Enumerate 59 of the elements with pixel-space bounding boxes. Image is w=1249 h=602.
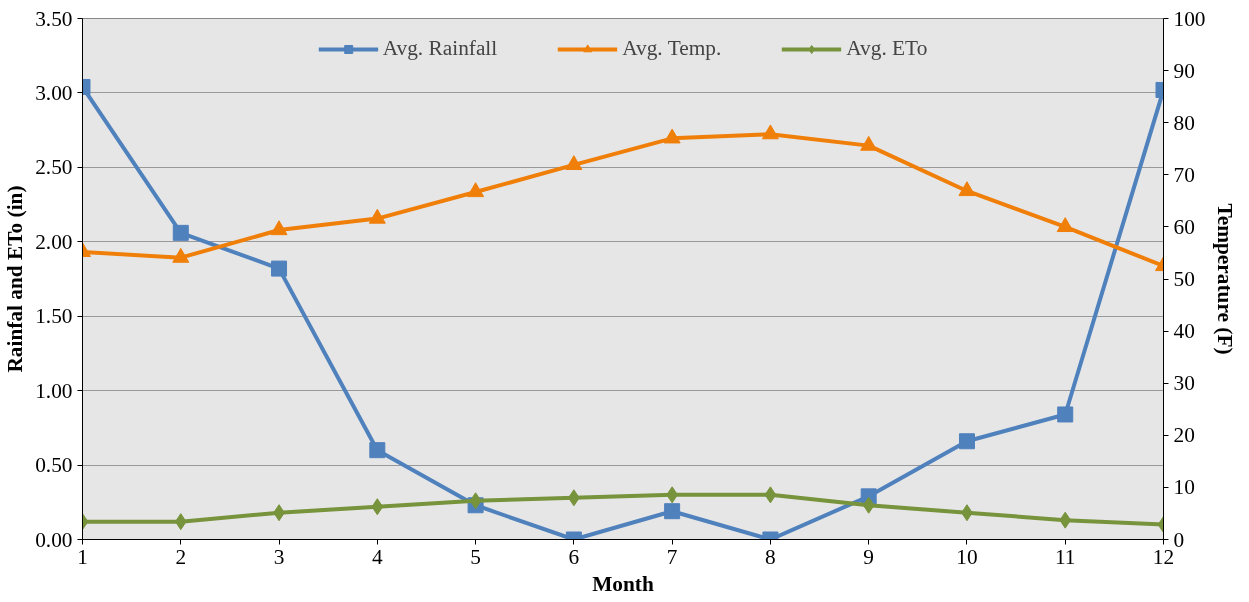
point [369, 442, 386, 459]
point [172, 224, 189, 241]
point [172, 247, 190, 263]
y2-tick-label: 30 [1173, 371, 1195, 396]
legend-label: Avg. Temp. [622, 36, 722, 61]
y2-tick-label: 40 [1173, 319, 1195, 344]
point [1059, 511, 1072, 529]
x-tick-label: 6 [568, 544, 580, 569]
x-tick-label: 5 [470, 544, 481, 569]
point [271, 260, 288, 277]
point [1056, 217, 1074, 233]
point [663, 128, 681, 144]
y-axis-title: Rainfal and ETo (in) [3, 185, 28, 373]
x-tick-label: 12 [1152, 544, 1175, 569]
y-tick-label: 2.00 [35, 229, 73, 254]
y2-tick-label: 90 [1173, 58, 1195, 83]
point [371, 498, 384, 516]
point [761, 124, 779, 140]
y2-tick-label: 0 [1173, 527, 1185, 552]
y2-tick-label: 60 [1173, 214, 1195, 239]
y2-tick-label: 70 [1173, 162, 1195, 187]
point [467, 182, 485, 198]
y-tick-label: 0.50 [35, 453, 73, 478]
point [565, 155, 583, 171]
y2-tick-label: 100 [1173, 6, 1206, 31]
x-tick-label: 11 [1054, 544, 1076, 569]
point [469, 492, 482, 510]
x-tick-label: 2 [175, 544, 187, 569]
point [664, 503, 681, 520]
x-tick-label: 7 [666, 544, 678, 569]
y-tick-label: 0.00 [35, 527, 73, 552]
y2-tick-label: 80 [1173, 110, 1195, 135]
point [862, 496, 875, 514]
x-tick-label: 8 [765, 544, 776, 569]
x-tick-label: 4 [371, 544, 383, 569]
point [368, 208, 386, 224]
y2-axis-title: Temperature (F) [1213, 203, 1238, 355]
point [174, 513, 187, 531]
legend-label: Avg. Rainfall [382, 36, 498, 61]
x-tick-label: 1 [77, 544, 88, 569]
y2-tick-label: 10 [1173, 475, 1195, 500]
point [1057, 406, 1074, 423]
x-tick-label: 10 [956, 544, 978, 569]
y-tick-label: 1.50 [35, 304, 73, 329]
y-tick-label: 3.50 [35, 6, 73, 31]
legend-label: Avg. ETo [846, 36, 928, 61]
y2-tick-label: 50 [1173, 267, 1195, 291]
point [270, 220, 288, 236]
point [958, 181, 976, 197]
x-axis-title: Month [592, 571, 654, 596]
y-tick-label: 3.00 [35, 80, 73, 105]
y2-tick-label: 20 [1173, 423, 1195, 448]
x-tick-label: 3 [273, 544, 285, 569]
point [764, 486, 777, 504]
y-tick-label: 1.00 [35, 378, 73, 403]
point [958, 433, 975, 450]
point [860, 135, 878, 151]
y-tick-label: 2.50 [35, 155, 73, 180]
x-tick-label: 9 [863, 544, 875, 569]
